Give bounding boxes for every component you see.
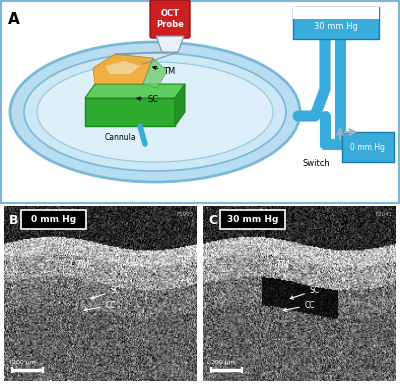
- Ellipse shape: [37, 62, 273, 162]
- Text: TM: TM: [153, 66, 175, 76]
- Text: TM: TM: [275, 260, 290, 270]
- FancyBboxPatch shape: [4, 206, 197, 381]
- Text: 200 μm: 200 μm: [211, 360, 235, 365]
- Text: 125 LF: 125 LF: [370, 372, 391, 377]
- Ellipse shape: [10, 42, 300, 182]
- Ellipse shape: [24, 53, 286, 171]
- Text: F2041: F2041: [376, 212, 393, 217]
- Text: SC: SC: [290, 286, 320, 299]
- Text: CC: CC: [84, 301, 116, 311]
- Polygon shape: [93, 54, 153, 84]
- FancyBboxPatch shape: [220, 211, 285, 229]
- Text: OCT
Probe: OCT Probe: [156, 9, 184, 29]
- Text: SC: SC: [137, 95, 158, 104]
- Polygon shape: [85, 98, 175, 126]
- FancyBboxPatch shape: [293, 7, 379, 19]
- FancyBboxPatch shape: [21, 211, 86, 229]
- Text: C: C: [208, 214, 217, 227]
- Text: 0 mm Hg: 0 mm Hg: [31, 215, 76, 224]
- Polygon shape: [105, 61, 140, 74]
- FancyBboxPatch shape: [1, 1, 399, 203]
- Text: 125 LF: 125 LF: [171, 372, 192, 377]
- Text: F1993: F1993: [177, 212, 194, 217]
- FancyBboxPatch shape: [203, 206, 396, 381]
- Polygon shape: [156, 36, 184, 52]
- Polygon shape: [143, 58, 167, 88]
- Text: CC: CC: [283, 301, 315, 311]
- Text: SC: SC: [91, 286, 120, 299]
- FancyBboxPatch shape: [342, 132, 394, 162]
- Text: A: A: [8, 12, 20, 27]
- Text: 30 mm Hg: 30 mm Hg: [227, 215, 279, 224]
- FancyBboxPatch shape: [293, 7, 379, 39]
- Text: 200 μm: 200 μm: [12, 360, 36, 365]
- Text: B: B: [9, 214, 18, 227]
- Text: Cannula: Cannula: [105, 133, 137, 142]
- Text: 30 mm Hg: 30 mm Hg: [314, 22, 358, 30]
- Polygon shape: [175, 84, 185, 126]
- Text: TM: TM: [76, 260, 90, 270]
- Polygon shape: [85, 84, 185, 98]
- FancyBboxPatch shape: [150, 0, 190, 38]
- Text: 0 mm Hg: 0 mm Hg: [350, 142, 386, 152]
- Text: Switch: Switch: [302, 159, 330, 168]
